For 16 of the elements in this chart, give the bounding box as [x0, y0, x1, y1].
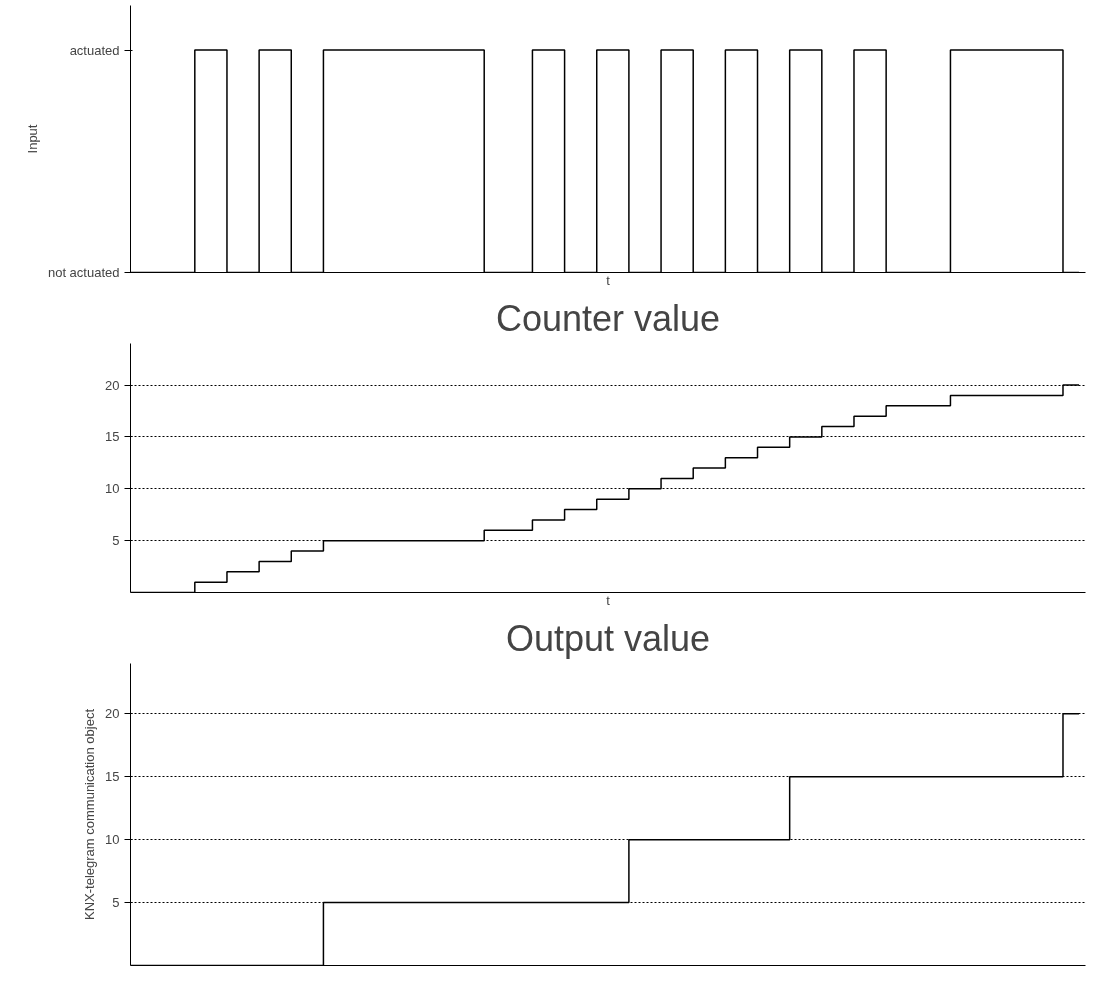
y-tick-label: 10	[105, 481, 120, 497]
text: actuated	[69, 42, 120, 58]
y-tick-label: 20	[105, 377, 120, 393]
y-tick-label: 15	[105, 429, 120, 445]
y-axis-title: Input	[24, 124, 40, 154]
text: not actuated	[47, 265, 120, 280]
y-tick-label: 20	[105, 706, 120, 722]
x-axis-title: t	[606, 272, 611, 288]
chart-title: Output value	[505, 617, 711, 659]
y-tick-label: 5	[112, 895, 120, 911]
y-tick-label: 10	[105, 832, 120, 848]
y-tick-label: 15	[105, 769, 120, 785]
y-tick-label: 5	[112, 533, 120, 549]
chart-title: Counter value	[495, 297, 721, 339]
x-axis-title: t	[606, 592, 611, 608]
y-axis-title: KNX-telegram communication object	[82, 708, 98, 920]
